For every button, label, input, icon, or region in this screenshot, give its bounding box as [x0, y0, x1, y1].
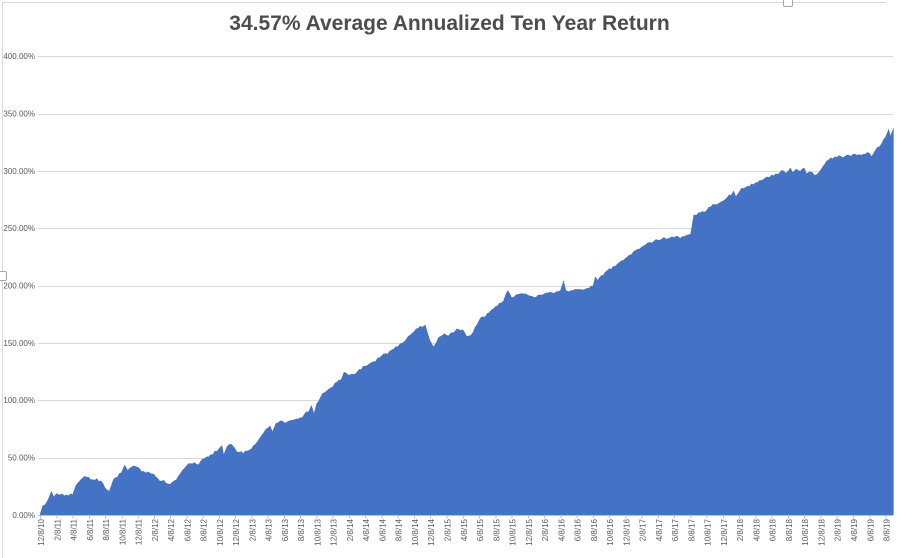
- x-axis-label: 4/8/13: [265, 518, 274, 541]
- x-axis-label: 2/8/15: [444, 518, 453, 541]
- y-axis-label: 200.00%: [3, 282, 35, 291]
- x-axis-label: 4/8/19: [850, 518, 859, 541]
- x-axis-label: 8/8/15: [492, 518, 501, 541]
- x-axis-label: 12/8/13: [330, 518, 339, 545]
- y-axis-label: 150.00%: [3, 339, 35, 348]
- x-axis-label: 12/8/16: [622, 518, 631, 545]
- x-axis-label: 12/8/11: [135, 518, 144, 545]
- x-axis-label: 8/8/11: [102, 518, 111, 540]
- x-axis-label: 2/8/17: [639, 518, 648, 541]
- x-axis-label: 8/8/14: [395, 518, 404, 541]
- x-axis-label: 10/8/13: [313, 518, 322, 545]
- chart-title[interactable]: 34.57% Average Annualized Ten Year Retur…: [229, 12, 670, 35]
- x-axis-label: 2/8/18: [736, 518, 745, 541]
- x-axis-label: 8/8/17: [687, 518, 696, 541]
- x-axis-label: 4/8/18: [752, 518, 761, 541]
- selection-handle-top[interactable]: [783, 0, 793, 7]
- x-axis-label: 2/8/12: [151, 518, 160, 541]
- y-axis-label: 300.00%: [3, 167, 35, 176]
- x-axis-label: 10/8/18: [801, 518, 810, 545]
- x-axis-label: 10/8/16: [606, 518, 615, 545]
- x-axis-label: 10/8/15: [509, 518, 518, 545]
- x-axis-label: 12/8/15: [525, 518, 534, 545]
- x-axis-label: 6/8/14: [378, 518, 387, 541]
- x-axis-label: 2/8/16: [541, 518, 550, 541]
- x-axis-label: 2/8/13: [248, 518, 257, 541]
- x-axis-label: 10/8/17: [704, 518, 713, 545]
- x-axis-label: 8/8/12: [200, 518, 209, 541]
- x-axis-label: 8/8/16: [590, 518, 599, 541]
- x-axis-label: 4/8/16: [557, 518, 566, 541]
- x-axis-label: 12/8/14: [427, 518, 436, 545]
- x-axis-label: 6/8/17: [671, 518, 680, 541]
- x-axis-label: 8/8/18: [785, 518, 794, 541]
- x-axis-label: 10/8/12: [216, 518, 225, 545]
- selection-handle-left[interactable]: [0, 271, 7, 281]
- x-axis-label: 2/8/11: [53, 518, 62, 540]
- y-axis-label: 250.00%: [3, 224, 35, 233]
- x-axis-label: 4/8/11: [70, 518, 79, 540]
- x-axis-label: 6/8/11: [86, 518, 95, 540]
- x-axis-label: 4/8/17: [655, 518, 664, 541]
- x-axis-label: 10/8/11: [118, 518, 127, 545]
- y-axis-label: 100.00%: [3, 396, 35, 405]
- area-series[interactable]: [40, 127, 894, 515]
- x-axis-label: 12/8/10: [37, 518, 46, 545]
- x-axis-label: 8/8/19: [883, 518, 892, 541]
- y-axis-label: 350.00%: [3, 110, 35, 119]
- x-axis-label: 10/8/14: [411, 518, 420, 545]
- x-axis-label: 4/8/14: [362, 518, 371, 541]
- x-axis-label: 6/8/15: [476, 518, 485, 541]
- x-axis-label: 4/8/12: [167, 518, 176, 541]
- y-axis-label: 400.00%: [3, 52, 35, 61]
- y-axis-label: 50.00%: [8, 453, 35, 462]
- y-axis-label: 0.00%: [12, 511, 35, 520]
- x-axis-label: 6/8/13: [281, 518, 290, 541]
- x-axis-label: 6/8/19: [866, 518, 875, 541]
- x-axis-label: 6/8/18: [769, 518, 778, 541]
- x-axis-label: 12/8/17: [720, 518, 729, 545]
- x-axis-label: 6/8/12: [183, 518, 192, 541]
- x-axis-label: 12/8/12: [232, 518, 241, 545]
- x-axis-label: 4/8/15: [460, 518, 469, 541]
- x-axis-label: 8/8/13: [297, 518, 306, 541]
- x-axis-label: 2/8/19: [834, 518, 843, 541]
- x-axis-label: 12/8/18: [817, 518, 826, 545]
- chart-frame-border-top: [2, 2, 886, 3]
- x-axis-label: 2/8/14: [346, 518, 355, 541]
- x-axis-label: 6/8/16: [574, 518, 583, 541]
